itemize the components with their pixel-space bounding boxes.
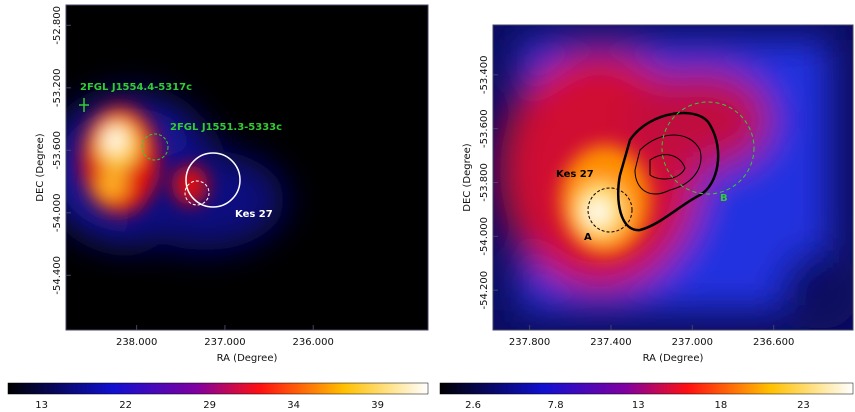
x-tick-label: 237.800 bbox=[509, 337, 550, 348]
annotation: B bbox=[720, 193, 728, 204]
x-tick-label: 236.000 bbox=[293, 337, 334, 348]
annotation: A bbox=[584, 232, 592, 243]
y-tick-label: -54.200 bbox=[479, 271, 490, 310]
annotation: 2FGL J1554.4-5317c bbox=[80, 82, 192, 93]
x-axis-label: RA (Degree) bbox=[643, 353, 704, 364]
annotation: Kes 27 bbox=[235, 209, 273, 220]
y-tick-label: -54.000 bbox=[52, 194, 63, 233]
y-tick-label: -54.000 bbox=[479, 217, 490, 256]
colorbar-label: 7.8 bbox=[548, 400, 564, 411]
y-tick-label: -53.400 bbox=[479, 55, 490, 94]
y-tick-label: -54.400 bbox=[52, 256, 63, 295]
annotation: Kes 27 bbox=[556, 169, 594, 180]
x-axis-label: RA (Degree) bbox=[217, 353, 278, 364]
colorbar-label: 18 bbox=[714, 400, 727, 411]
x-tick-label: 238.000 bbox=[116, 337, 157, 348]
figure: 2FGL J1554.4-5317c 2FGL J1551.3-5333c Ke… bbox=[0, 0, 855, 412]
x-tick-label: 237.000 bbox=[672, 337, 713, 348]
x-tick-label: 236.600 bbox=[753, 337, 794, 348]
y-tick-label: -52.800 bbox=[52, 6, 63, 45]
annotation: 2FGL J1551.3-5333c bbox=[170, 122, 282, 133]
colorbar-label: 34 bbox=[287, 400, 300, 411]
colorbar-label: 13 bbox=[632, 400, 645, 411]
x-tick-label: 237.400 bbox=[590, 337, 631, 348]
y-axis-label: DEC (Degree) bbox=[462, 143, 473, 211]
y-tick-label: -53.600 bbox=[52, 131, 63, 170]
left-image: 2FGL J1554.4-5317c 2FGL J1551.3-5333c Ke… bbox=[45, 5, 428, 330]
right-image: Kes 27 A B bbox=[493, 25, 855, 330]
y-axis-label: DEC (Degree) bbox=[35, 133, 46, 201]
y-tick-label: -53.800 bbox=[479, 163, 490, 202]
colorbar bbox=[8, 383, 428, 394]
colorbar-label: 22 bbox=[119, 400, 132, 411]
colorbar-label: 2.6 bbox=[465, 400, 481, 411]
colorbar-label: 13 bbox=[35, 400, 48, 411]
x-tick-label: 237.000 bbox=[204, 337, 245, 348]
colorbar-label: 23 bbox=[797, 400, 810, 411]
colorbar-label: 39 bbox=[371, 400, 384, 411]
colorbar bbox=[440, 383, 853, 394]
colorbar-label: 29 bbox=[203, 400, 216, 411]
y-tick-label: -53.600 bbox=[479, 109, 490, 148]
y-tick-label: -53.200 bbox=[52, 69, 63, 108]
